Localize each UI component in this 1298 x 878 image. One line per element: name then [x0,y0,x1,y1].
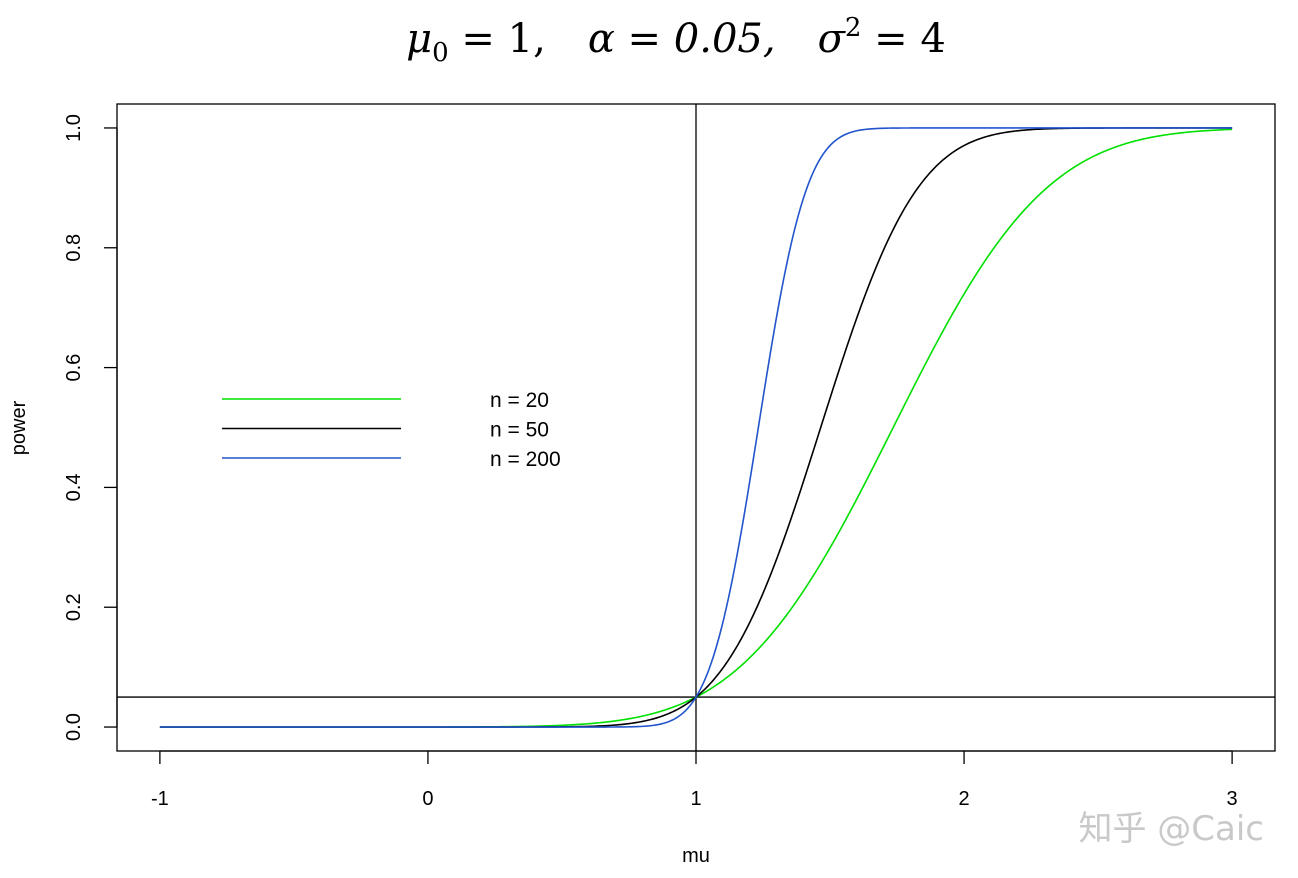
legend-label-n200: n = 200 [490,448,561,471]
x-tick-label: 2 [958,788,969,810]
title-sigma-symbol: σ [818,16,847,62]
x-axis: -1 0 1 2 3 [151,750,1238,810]
legend: n = 20 n = 50 n = 200 [222,389,561,471]
y-tick-label: 0.4 [63,474,85,502]
y-tick-label: 0.8 [63,234,85,262]
y-axis: 0.0 0.2 0.4 0.6 0.8 1.0 [63,114,118,741]
watermark: 知乎 @Caic [1078,809,1264,849]
title-mu-subscript: 0 [432,38,449,68]
title-mu-symbol: μ [406,16,432,62]
x-axis-label: mu [682,845,710,867]
y-tick-label: 0.2 [63,593,85,621]
title-mu-value: = 1, [449,16,546,62]
plot-frame [116,103,1276,752]
power-curve-n200 [159,127,1233,728]
legend-label-n50: n = 50 [490,419,549,442]
legend-label-n20: n = 20 [490,389,549,412]
x-tick-label: 1 [690,788,701,810]
reference-lines [117,104,1275,751]
title-sigma-superscript: 2 [845,13,862,43]
x-tick-label: -1 [151,788,169,810]
power-curves [159,127,1233,728]
y-tick-label: 0.6 [63,354,85,382]
title-sigma-value: = 4 [861,16,945,62]
y-tick-label: 1.0 [63,114,85,142]
y-tick-label: 0.0 [63,713,85,741]
x-tick-label: 0 [422,788,433,810]
x-tick-label: 3 [1227,788,1238,810]
chart-title: μ0 = 1, α = 0.05, σ2 = 4 [406,13,946,68]
title-alpha: α = 0.05, [588,16,776,62]
y-axis-label: power [8,400,30,455]
